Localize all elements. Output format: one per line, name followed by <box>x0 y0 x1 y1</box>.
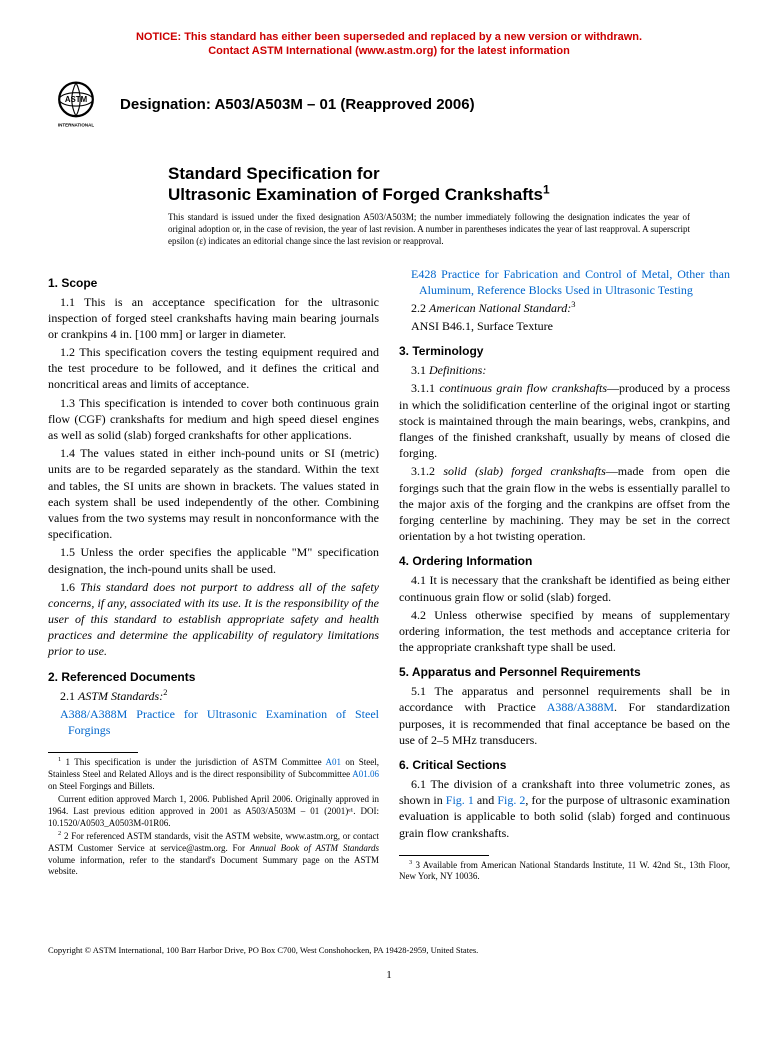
p311-num: 3.1.1 <box>411 381 439 395</box>
sub-3-1-label: Definitions: <box>429 363 486 377</box>
p311-term: continuous grain flow crankshafts <box>439 381 607 395</box>
ref-ansi: ANSI B46.1, Surface Texture <box>399 318 730 334</box>
copyright: Copyright © ASTM International, 100 Barr… <box>48 945 730 955</box>
left-column: 1. Scope 1.1 This is an acceptance speci… <box>48 266 379 886</box>
fn2-ital: Annual Book of ASTM Standards <box>250 843 379 853</box>
astm-logo: ASTM INTERNATIONAL <box>48 77 104 133</box>
title-main: Ultrasonic Examination of Forged Cranksh… <box>168 184 690 205</box>
sub-2-1-sup: 2 <box>163 688 167 697</box>
para-1-6-num: 1.6 <box>60 580 80 594</box>
fig1-link[interactable]: Fig. 1 <box>446 793 474 807</box>
para-1-6: 1.6 This standard does not purport to ad… <box>48 579 379 660</box>
svg-text:INTERNATIONAL: INTERNATIONAL <box>58 122 94 127</box>
fig2-link[interactable]: Fig. 2 <box>497 793 525 807</box>
page-number: 1 <box>48 969 730 981</box>
p51-link[interactable]: A388/A388M <box>547 700 614 714</box>
p61-mid: and <box>474 793 497 807</box>
sub-3-1-num: 3.1 <box>411 363 429 377</box>
svg-text:ASTM: ASTM <box>65 95 87 104</box>
sub-2-2-sup: 3 <box>571 300 575 309</box>
ref-e428-text[interactable]: Practice for Fabrication and Control of … <box>419 267 730 297</box>
right-column: E428 Practice for Fabrication and Contro… <box>399 266 730 886</box>
notice-line2: Contact ASTM International (www.astm.org… <box>208 45 570 57</box>
notice-banner: NOTICE: This standard has either been su… <box>48 30 730 59</box>
title-prefix: Standard Specification for <box>168 163 690 184</box>
section-6-head: 6. Critical Sections <box>399 758 730 772</box>
page: NOTICE: This standard has either been su… <box>0 0 778 1011</box>
footnote-rule-left <box>48 752 138 753</box>
sub-2-1-num: 2.1 <box>60 689 78 703</box>
section-2-head: 2. Referenced Documents <box>48 670 379 684</box>
section-5-head: 5. Apparatus and Personnel Requirements <box>399 665 730 679</box>
footnote-3: 3 3 Available from American National Sta… <box>399 860 730 883</box>
footnote-2: 2 2 For referenced ASTM standards, visit… <box>48 831 379 878</box>
fn1-link2[interactable]: A01.06 <box>352 769 379 779</box>
header-row: ASTM INTERNATIONAL Designation: A503/A50… <box>48 77 730 133</box>
para-1-6-body: This standard does not purport to addres… <box>48 580 379 659</box>
para-1-1: 1.1 This is an acceptance specification … <box>48 294 379 343</box>
section-4-head: 4. Ordering Information <box>399 554 730 568</box>
para-3-1-1: 3.1.1 continuous grain flow crankshafts—… <box>399 380 730 461</box>
sub-2-1-label: ASTM Standards: <box>78 689 163 703</box>
footnote-1b: Current edition approved March 1, 2006. … <box>48 794 379 829</box>
ref-e428-code[interactable]: E428 <box>411 267 436 281</box>
para-6-1: 6.1 The division of a crankshaft into th… <box>399 776 730 841</box>
fn2-post: volume information, refer to the standar… <box>48 855 379 877</box>
sub-2-1: 2.1 ASTM Standards:2 <box>48 688 379 704</box>
designation: Designation: A503/A503M – 01 (Reapproved… <box>120 96 475 113</box>
para-4-2: 4.2 Unless otherwise specified by means … <box>399 607 730 656</box>
section-3-head: 3. Terminology <box>399 344 730 358</box>
para-1-4: 1.4 The values stated in either inch-pou… <box>48 445 379 542</box>
ref-a388: A388/A388M Practice for Ultrasonic Exami… <box>48 706 379 738</box>
fn1-post: on Steel Forgings and Billets. <box>48 781 155 791</box>
footnote-rule-right <box>399 855 489 856</box>
two-column-body: 1. Scope 1.1 This is an acceptance speci… <box>48 266 730 886</box>
p312-num: 3.1.2 <box>411 464 443 478</box>
ref-a388-code[interactable]: A388/A388M <box>60 707 127 721</box>
sub-2-2-num: 2.2 <box>411 301 429 315</box>
footnote-1: 1 1 This specification is under the juri… <box>48 757 379 792</box>
sub-3-1: 3.1 Definitions: <box>399 362 730 378</box>
para-4-1: 4.1 It is necessary that the crankshaft … <box>399 572 730 604</box>
para-1-2: 1.2 This specification covers the testin… <box>48 344 379 393</box>
title-main-text: Ultrasonic Examination of Forged Cranksh… <box>168 185 543 204</box>
notice-line1: NOTICE: This standard has either been su… <box>136 31 642 43</box>
para-5-1: 5.1 The apparatus and personnel requirem… <box>399 683 730 748</box>
fn3-body: 3 Available from American National Stand… <box>399 860 730 882</box>
fn1-pre: 1 This specification is under the jurisd… <box>66 757 326 767</box>
title-block: Standard Specification for Ultrasonic Ex… <box>168 163 690 206</box>
sub-2-2: 2.2 American National Standard:3 <box>399 300 730 316</box>
para-1-3: 1.3 This specification is intended to co… <box>48 395 379 444</box>
para-3-1-2: 3.1.2 solid (slab) forged crankshafts—ma… <box>399 463 730 544</box>
p312-term: solid (slab) forged crankshafts <box>443 464 605 478</box>
section-1-head: 1. Scope <box>48 276 379 290</box>
fn1-link1[interactable]: A01 <box>326 757 342 767</box>
ref-e428: E428 Practice for Fabrication and Contro… <box>399 266 730 298</box>
para-1-5: 1.5 Unless the order specifies the appli… <box>48 544 379 576</box>
issuance-note: This standard is issued under the fixed … <box>168 211 690 247</box>
title-super: 1 <box>543 182 550 196</box>
sub-2-2-label: American National Standard: <box>429 301 571 315</box>
